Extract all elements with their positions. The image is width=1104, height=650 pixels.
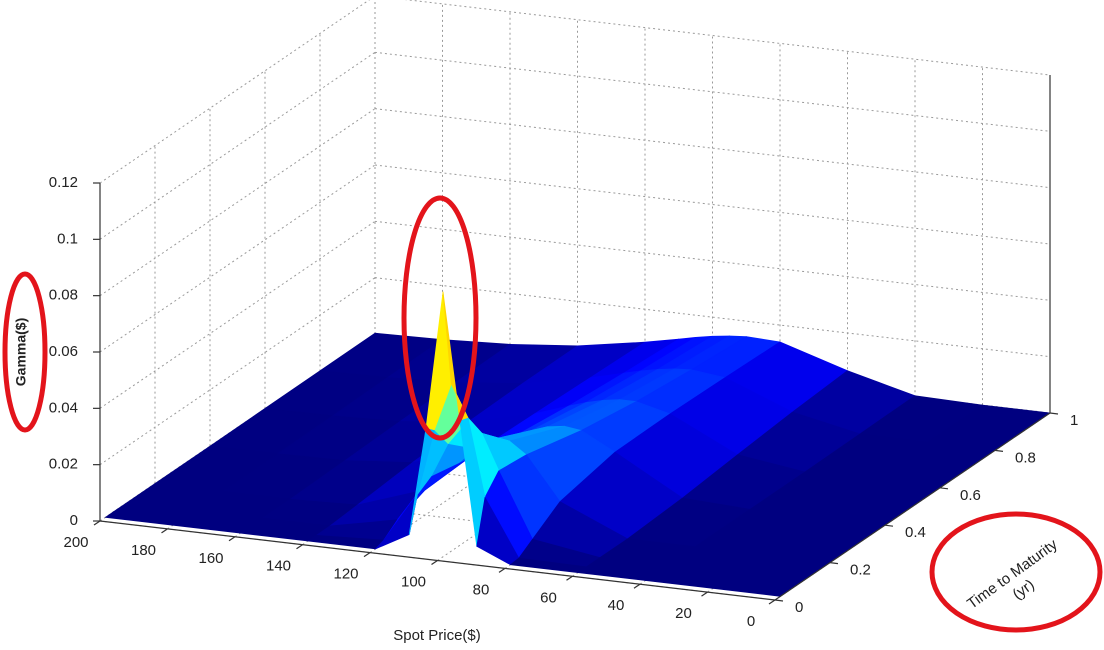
x-tick — [768, 599, 776, 605]
x-tick-label: 60 — [540, 589, 557, 606]
y-axis-label: Time to Maturity (yr) — [964, 536, 1061, 613]
z-tick-label: 0.12 — [49, 174, 78, 191]
grid-line — [404, 0, 1051, 76]
z-tick-label: 0.06 — [49, 343, 78, 360]
y-tick — [774, 599, 784, 602]
y-tick-label: 0 — [795, 599, 803, 616]
y-tick-label: 0.8 — [1015, 449, 1036, 466]
y-tick — [1049, 412, 1059, 415]
grid-line — [374, 277, 1051, 358]
x-axis-label: Spot Price($) — [393, 627, 481, 644]
x-tick — [93, 520, 101, 526]
x-tick — [633, 583, 641, 589]
highlight-ring — [2, 271, 48, 433]
x-tick-label: 80 — [473, 581, 490, 598]
x-tick-label: 180 — [131, 542, 156, 559]
y-tick-label: 0.4 — [905, 524, 926, 541]
x-tick — [498, 567, 506, 573]
z-tick-label: 0.08 — [49, 287, 78, 304]
highlight-ring — [401, 195, 479, 441]
surface — [105, 291, 1051, 597]
z-axis-label: Gamma($) — [13, 318, 29, 386]
grid-line — [99, 164, 376, 353]
x-tick-label: 0 — [747, 613, 755, 630]
x-tick-label: 160 — [198, 550, 223, 567]
x-tick-label: 200 — [63, 534, 88, 551]
y-tick — [994, 449, 1004, 452]
grid-line — [374, 164, 1051, 245]
z-tick-label: 0 — [70, 512, 78, 529]
x-tick — [566, 575, 573, 581]
x-tick-label: 40 — [608, 597, 625, 614]
x-tick — [296, 544, 303, 550]
grid-line — [99, 0, 371, 184]
axes: 0 20 40 60 80 100 120 140 160 180 200 0 0.2 0.4 0.6 0.8… — [49, 75, 1078, 630]
y-axis — [774, 412, 1051, 601]
y-tick-label: 0.6 — [960, 487, 981, 504]
highlight-ring — [929, 511, 1103, 633]
z-tick-label: 0.02 — [49, 456, 78, 473]
x-tick — [431, 560, 438, 565]
z-tick-label: 0.1 — [57, 230, 78, 247]
grid-line — [99, 220, 376, 409]
x-tick-label: 100 — [401, 573, 426, 590]
z-tick-label: 0.04 — [49, 399, 78, 416]
grid-line — [374, 108, 1051, 189]
y-tick — [829, 562, 839, 565]
x-tick-label: 120 — [333, 566, 358, 583]
y-axis-label-line: Time to Maturity — [964, 536, 1061, 613]
x-tick — [228, 536, 236, 542]
x-tick-label: 140 — [266, 558, 291, 575]
grid-line — [374, 220, 1051, 301]
grid-line — [99, 277, 376, 466]
grid-line — [374, 51, 1051, 132]
x-tick — [701, 591, 708, 597]
y-tick — [939, 487, 949, 490]
grid-line — [99, 108, 376, 297]
y-tick-label: 0.2 — [850, 562, 871, 579]
grid-line — [99, 51, 376, 240]
x-tick — [363, 552, 371, 558]
y-tick-label: 1 — [1070, 412, 1078, 429]
x-tick — [161, 528, 168, 534]
x-tick-label: 20 — [675, 605, 692, 622]
y-tick — [884, 524, 894, 527]
